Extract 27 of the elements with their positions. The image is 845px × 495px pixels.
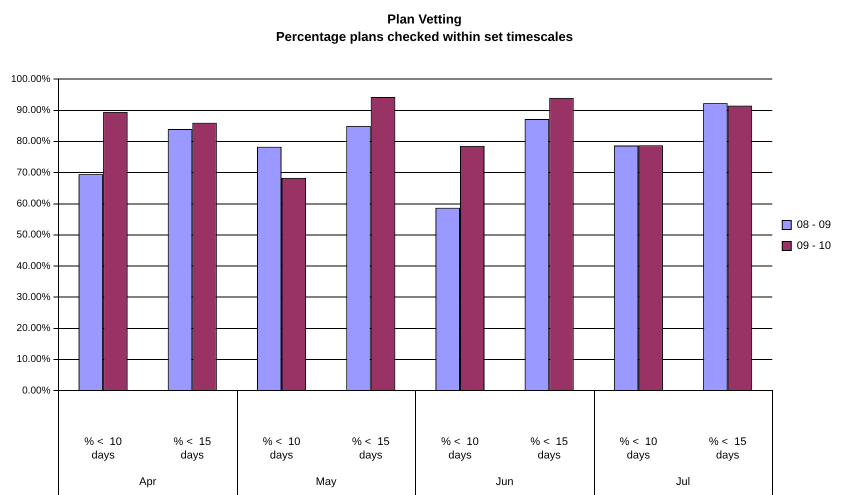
y-tick-label: 90.00% <box>16 105 51 116</box>
x-tick-label: % < 15 days <box>352 436 390 462</box>
x-tick-label: % < 10 days <box>84 436 122 462</box>
text: May <box>316 476 338 488</box>
y-tick-label: 0.00% <box>22 385 51 396</box>
y-tick-label: 50.00% <box>16 230 51 241</box>
x-tick-label: % < 15 days <box>174 436 212 462</box>
x-tick-label: % < 10 days <box>262 436 300 462</box>
text: Jul <box>676 476 690 488</box>
y-tick-label: 100.00% <box>10 74 51 85</box>
x-tick-label: % < 15 days <box>708 436 746 462</box>
chart-subtitle: Percentage plans checked within set timescales <box>276 28 573 44</box>
y-tick-label: 30.00% <box>16 292 51 303</box>
y-tick-label: 70.00% <box>16 167 51 178</box>
y-tick-label: 60.00% <box>16 198 51 210</box>
y-tick-label: 10.00% <box>16 354 51 366</box>
text: Apr <box>139 476 157 488</box>
y-tick-label: 20.00% <box>16 323 51 334</box>
legend-label: 08 - 09 <box>796 219 832 232</box>
x-tick-label: % < 10 days <box>620 436 658 462</box>
chart-title: Plan Vetting <box>387 11 462 26</box>
x-tick-label: % < 10 days <box>441 436 479 462</box>
y-tick-label: 80.00% <box>16 136 51 148</box>
y-tick-label: 40.00% <box>16 260 51 272</box>
legend-label: 09 - 10 <box>796 240 832 252</box>
text: Jun <box>496 476 514 488</box>
x-tick-label: % < 15 days <box>530 436 568 462</box>
